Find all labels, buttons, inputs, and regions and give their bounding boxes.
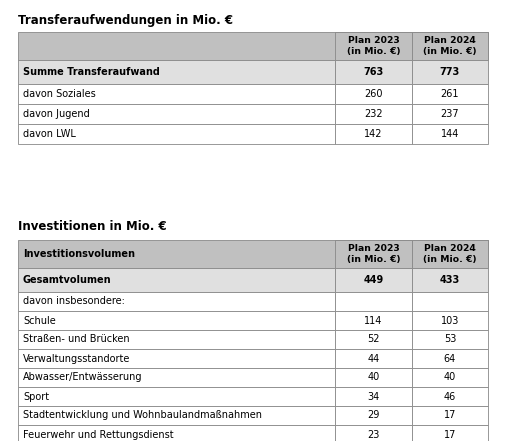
Text: 53: 53	[443, 335, 456, 344]
Text: 29: 29	[367, 411, 379, 421]
Text: 46: 46	[443, 392, 455, 401]
Bar	[18, 84, 334, 104]
Bar	[18, 292, 334, 311]
Text: 64: 64	[443, 354, 455, 363]
Bar	[334, 268, 411, 292]
Text: Sport: Sport	[23, 392, 49, 401]
Bar	[411, 425, 487, 441]
Text: Investitionen in Mio. €: Investitionen in Mio. €	[18, 220, 166, 233]
Bar	[334, 349, 411, 368]
Bar	[18, 349, 334, 368]
Bar	[411, 84, 487, 104]
Text: 52: 52	[367, 335, 379, 344]
Bar	[18, 268, 334, 292]
Text: Investitionsvolumen: Investitionsvolumen	[23, 249, 135, 259]
Text: Summe Transferaufwand: Summe Transferaufwand	[23, 67, 160, 77]
Text: davon Jugend: davon Jugend	[23, 109, 89, 119]
Text: Gesamtvolumen: Gesamtvolumen	[23, 275, 112, 285]
Bar	[334, 387, 411, 406]
Bar	[334, 60, 411, 84]
Text: Plan 2024
(in Mio. €): Plan 2024 (in Mio. €)	[422, 36, 476, 56]
Text: Plan 2024
(in Mio. €): Plan 2024 (in Mio. €)	[422, 244, 476, 264]
Bar	[334, 84, 411, 104]
Text: 261: 261	[440, 89, 459, 99]
Text: 44: 44	[367, 354, 379, 363]
Bar	[334, 311, 411, 330]
Text: 114: 114	[364, 315, 382, 325]
Bar	[334, 124, 411, 144]
Text: 40: 40	[443, 373, 455, 382]
Bar	[18, 311, 334, 330]
Bar	[334, 292, 411, 311]
Text: Feuerwehr und Rettungsdienst: Feuerwehr und Rettungsdienst	[23, 430, 173, 440]
Bar	[411, 406, 487, 425]
Bar	[18, 124, 334, 144]
Text: davon Soziales: davon Soziales	[23, 89, 95, 99]
Text: Abwasser/Entwässerung: Abwasser/Entwässerung	[23, 373, 142, 382]
Bar	[411, 240, 487, 268]
Bar	[334, 425, 411, 441]
Text: Plan 2023
(in Mio. €): Plan 2023 (in Mio. €)	[346, 244, 399, 264]
Text: 144: 144	[440, 129, 458, 139]
Bar	[334, 406, 411, 425]
Text: 40: 40	[367, 373, 379, 382]
Bar	[411, 387, 487, 406]
Text: Schule: Schule	[23, 315, 56, 325]
Text: Transferaufwendungen in Mio. €: Transferaufwendungen in Mio. €	[18, 14, 232, 27]
Text: Straßen- und Brücken: Straßen- und Brücken	[23, 335, 129, 344]
Text: 142: 142	[364, 129, 382, 139]
Text: 23: 23	[367, 430, 379, 440]
Bar	[334, 32, 411, 60]
Bar	[334, 330, 411, 349]
Bar	[411, 60, 487, 84]
Bar	[411, 330, 487, 349]
Text: 763: 763	[363, 67, 383, 77]
Text: 237: 237	[440, 109, 459, 119]
Bar	[411, 368, 487, 387]
Text: 232: 232	[364, 109, 382, 119]
Bar	[18, 406, 334, 425]
Text: 17: 17	[443, 411, 456, 421]
Text: 103: 103	[440, 315, 458, 325]
Bar	[334, 240, 411, 268]
Text: 773: 773	[439, 67, 459, 77]
Text: davon insbesondere:: davon insbesondere:	[23, 296, 125, 306]
Bar	[411, 311, 487, 330]
Text: Stadtentwicklung und Wohnbaulandmaßnahmen: Stadtentwicklung und Wohnbaulandmaßnahme…	[23, 411, 262, 421]
Bar	[411, 124, 487, 144]
Text: 17: 17	[443, 430, 456, 440]
Text: 449: 449	[363, 275, 383, 285]
Bar	[411, 268, 487, 292]
Bar	[411, 104, 487, 124]
Bar	[18, 368, 334, 387]
Bar	[18, 330, 334, 349]
Bar	[411, 349, 487, 368]
Text: 433: 433	[439, 275, 459, 285]
Bar	[18, 387, 334, 406]
Text: 260: 260	[364, 89, 382, 99]
Bar	[334, 104, 411, 124]
Bar	[18, 425, 334, 441]
Bar	[334, 368, 411, 387]
Bar	[18, 60, 334, 84]
Bar	[411, 292, 487, 311]
Text: 34: 34	[367, 392, 379, 401]
Text: davon LWL: davon LWL	[23, 129, 76, 139]
Bar	[411, 32, 487, 60]
Text: Verwaltungsstandorte: Verwaltungsstandorte	[23, 354, 130, 363]
Bar	[18, 104, 334, 124]
Bar	[18, 32, 487, 60]
Bar	[18, 240, 487, 268]
Text: Plan 2023
(in Mio. €): Plan 2023 (in Mio. €)	[346, 36, 399, 56]
